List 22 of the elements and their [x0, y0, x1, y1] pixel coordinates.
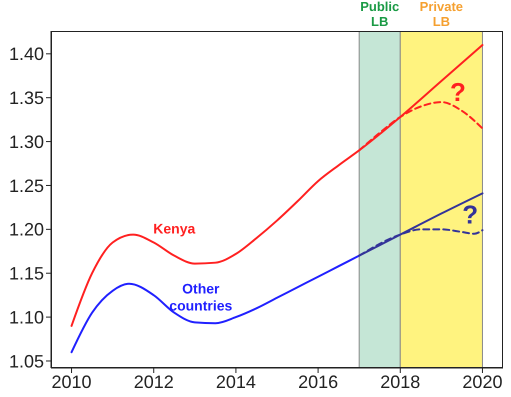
x-tick-label: 2016	[298, 372, 338, 392]
x-tick-label: 2020	[462, 372, 502, 392]
band-label: Private LB	[420, 0, 464, 29]
y-tick-label: 1.35	[8, 88, 44, 108]
annotation: ?	[450, 76, 466, 107]
annotation: ?	[462, 200, 478, 230]
x-tick-label: 2018	[380, 372, 420, 392]
y-tick-label: 1.30	[8, 132, 44, 152]
y-tick-label: 1.10	[8, 307, 44, 328]
x-tick-label: 2010	[52, 372, 92, 392]
y-tick-label: 1.25	[8, 176, 44, 196]
x-tick-label: 2014	[216, 372, 256, 392]
line-series	[70, 254, 360, 354]
band-label: Public LB	[360, 0, 400, 29]
x-tick-label: 2012	[134, 372, 174, 392]
series-label: Kenya	[153, 220, 196, 237]
series-label: Other countries	[169, 280, 233, 314]
y-tick-label: 1.05	[8, 351, 44, 372]
line-series	[70, 44, 484, 327]
y-tick-label: 1.15	[8, 264, 44, 284]
y-tick-label: 1.40	[8, 44, 44, 64]
y-tick-label: 1.20	[8, 220, 44, 240]
